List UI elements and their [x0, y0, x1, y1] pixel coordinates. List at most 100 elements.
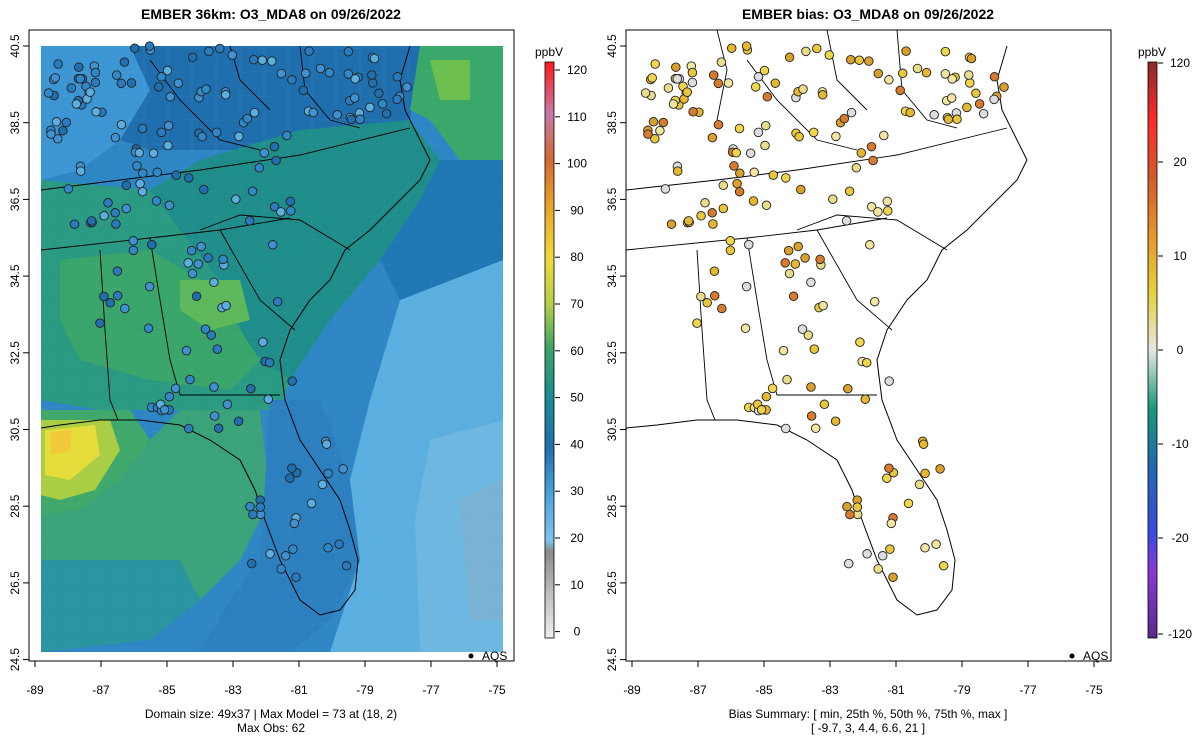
site-marker [196, 241, 206, 252]
site-marker [212, 344, 223, 354]
site-marker [650, 134, 660, 144]
site-marker [884, 376, 894, 386]
site-marker [269, 202, 280, 212]
site-marker [734, 123, 745, 134]
site-marker [119, 57, 130, 67]
site-marker [227, 50, 238, 60]
y-tick-label: 40.5 [8, 34, 22, 58]
site-marker [246, 383, 256, 394]
site-marker [946, 93, 957, 103]
site-marker [762, 92, 773, 102]
site-marker [866, 141, 877, 152]
site-marker [897, 68, 908, 79]
site-marker [206, 330, 217, 340]
site-marker [144, 41, 155, 51]
site-marker [209, 411, 220, 421]
site-marker [257, 55, 268, 65]
site-marker [648, 117, 659, 127]
site-marker [692, 318, 702, 328]
site-marker [137, 186, 148, 197]
site-marker [806, 382, 816, 392]
site-marker [276, 207, 286, 217]
site-marker [962, 102, 972, 113]
site-marker [285, 196, 296, 207]
site-marker [696, 291, 706, 302]
site-marker [793, 241, 803, 252]
site-marker [306, 498, 317, 509]
y-tick-label: 32.5 [8, 341, 22, 365]
site-marker [264, 357, 275, 368]
site-marker [768, 170, 779, 180]
site-marker [187, 52, 198, 63]
site-marker [191, 291, 202, 302]
site-marker [200, 324, 211, 334]
site-marker [734, 186, 745, 197]
site-marker [129, 43, 140, 53]
site-marker [317, 479, 328, 490]
site-marker [367, 70, 377, 80]
site-marker [784, 52, 795, 63]
site-marker [912, 63, 923, 74]
colorbar-tick-label: 100 [567, 157, 587, 171]
site-marker [650, 59, 660, 69]
site-marker [343, 69, 354, 79]
site-marker [931, 539, 941, 549]
site-marker [285, 473, 295, 483]
site-marker [864, 56, 874, 66]
site-marker [852, 502, 863, 512]
site-marker [46, 129, 56, 139]
site-marker [66, 83, 77, 93]
left-footer-2: Max Obs: 62 [237, 721, 305, 735]
site-marker [783, 245, 794, 256]
site-marker [164, 391, 175, 402]
site-marker [63, 184, 74, 194]
site-marker [794, 131, 804, 142]
site-marker [860, 394, 871, 404]
site-marker [798, 84, 808, 94]
site-marker [760, 120, 771, 131]
site-marker [709, 291, 720, 301]
x-tick-label: -89 [26, 683, 44, 697]
site-marker [869, 296, 880, 307]
site-marker [153, 82, 164, 92]
site-marker [929, 110, 939, 120]
site-marker [213, 423, 224, 434]
site-marker [888, 572, 898, 582]
site-marker [291, 572, 301, 582]
site-marker [286, 206, 296, 216]
site-marker [135, 178, 145, 189]
site-marker [790, 259, 801, 269]
site-marker [999, 82, 1009, 92]
site-marker [780, 258, 790, 268]
site-marker [315, 63, 326, 74]
site-marker [204, 46, 214, 57]
site-marker [121, 203, 132, 214]
x-tick-label: -79 [356, 683, 374, 697]
site-marker [43, 88, 54, 98]
site-marker [901, 46, 911, 56]
site-marker [702, 298, 712, 308]
site-marker [148, 148, 159, 158]
site-marker [254, 163, 265, 173]
site-marker [819, 399, 830, 410]
site-marker [748, 196, 759, 206]
site-marker [781, 173, 791, 183]
site-marker [873, 564, 883, 574]
x-tick-label: -75 [1085, 683, 1103, 697]
site-marker [365, 102, 375, 113]
site-marker [128, 236, 139, 246]
site-marker [687, 77, 698, 88]
site-marker [165, 92, 176, 102]
y-tick-label: 24.5 [605, 648, 619, 672]
left-panel: EMBER 36km: O3_MDA8 on 09/26/2022 [8, 6, 587, 735]
site-marker [304, 46, 314, 56]
site-marker [143, 323, 154, 334]
site-marker [377, 99, 388, 109]
y-tick-label: 26.5 [605, 571, 619, 595]
site-marker [855, 337, 865, 347]
site-marker [842, 501, 852, 512]
site-marker [324, 67, 335, 78]
site-marker [808, 127, 819, 138]
site-marker [660, 184, 671, 194]
site-marker [696, 211, 706, 221]
